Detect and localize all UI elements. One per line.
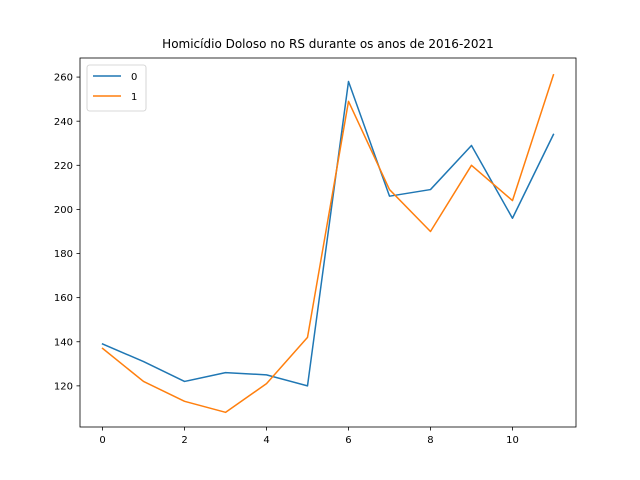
y-tick-label-160: 160: [54, 293, 73, 304]
y-tick-label-200: 200: [54, 205, 73, 216]
legend-label-1: 1: [131, 92, 137, 103]
legend-label-0: 0: [131, 72, 137, 83]
series-layer: [101, 73, 555, 414]
series-line-1: [101, 73, 555, 414]
y-tick-label-220: 220: [54, 161, 73, 172]
series-line-0: [101, 80, 555, 387]
legend: 01: [86, 64, 147, 112]
plot-area-frame: [79, 57, 577, 428]
y-tick-label-120: 120: [54, 381, 73, 392]
x-tick-label-8: 8: [427, 435, 433, 446]
chart-title: Homicídio Doloso no RS durante os anos d…: [162, 37, 494, 51]
x-tick-label-2: 2: [181, 435, 187, 446]
x-tick-label-0: 0: [99, 435, 105, 446]
x-tick-label-4: 4: [263, 435, 269, 446]
x-axis: 0 2 4 6 8 10: [99, 427, 519, 446]
y-tick-label-240: 240: [54, 117, 73, 128]
y-axis: 120 140 160 180 200 220 240 260: [54, 73, 80, 392]
y-tick-label-260: 260: [54, 73, 73, 84]
x-tick-label-10: 10: [506, 435, 519, 446]
y-tick-label-180: 180: [54, 249, 73, 260]
y-tick-label-140: 140: [54, 337, 73, 348]
x-tick-label-6: 6: [345, 435, 351, 446]
